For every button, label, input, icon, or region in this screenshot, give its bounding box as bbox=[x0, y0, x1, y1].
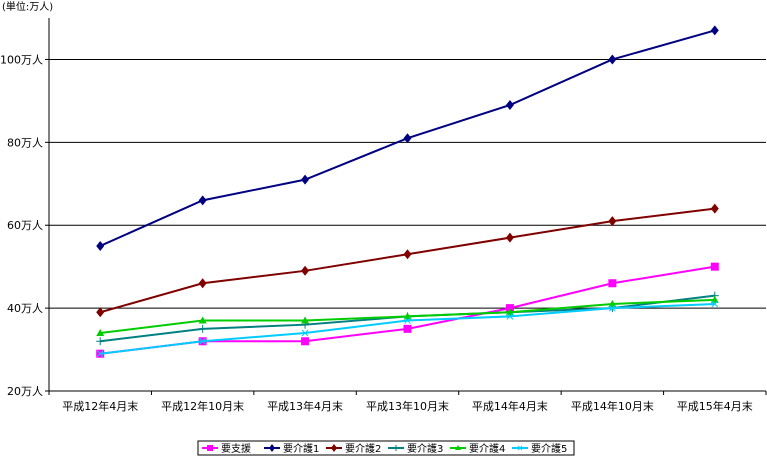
x-tick-label: 平成12年4月末 bbox=[62, 399, 138, 413]
legend-item: 要介護2 bbox=[326, 442, 381, 455]
x-tick-label: 平成12年10月末 bbox=[161, 399, 244, 413]
y-tick-label: 20万人 bbox=[7, 385, 43, 398]
data-point-stroke bbox=[96, 350, 104, 358]
data-point bbox=[403, 133, 412, 144]
data-point bbox=[710, 25, 719, 36]
data-point bbox=[517, 445, 523, 451]
series-6 bbox=[96, 300, 719, 358]
data-point bbox=[711, 300, 719, 308]
data-point-stroke bbox=[609, 304, 616, 312]
data-point bbox=[403, 249, 412, 260]
legend: 要支援 要介護1 要介護2 要介護3 要介護4 要介護5 bbox=[197, 440, 575, 456]
grid-lines bbox=[49, 58, 766, 309]
data-point-stroke bbox=[517, 445, 523, 451]
x-tick-label: 平成14年10月末 bbox=[571, 399, 654, 413]
data-point bbox=[198, 324, 207, 333]
y-tick-label: 40万人 bbox=[7, 302, 43, 315]
data-point bbox=[710, 262, 719, 271]
x-tick-label: 平成13年4月末 bbox=[267, 399, 343, 413]
data-point bbox=[609, 304, 616, 312]
data-point bbox=[505, 308, 514, 316]
data-point bbox=[710, 295, 719, 303]
data-point bbox=[403, 312, 412, 320]
data-point bbox=[404, 317, 411, 324]
data-point bbox=[710, 203, 719, 214]
y-tick-label: 60万人 bbox=[7, 219, 43, 232]
series-3 bbox=[96, 203, 719, 318]
data-point bbox=[96, 328, 105, 336]
x-tick-labels: 平成12年4月末 平成12年10月末 平成13年4月末 平成13年10月末 平成14年4… bbox=[62, 399, 753, 413]
data-point bbox=[505, 232, 514, 243]
data-point bbox=[393, 445, 399, 451]
legend-label: 要支援 bbox=[221, 442, 251, 455]
unit-label: (単位:万人) bbox=[2, 0, 53, 13]
axes bbox=[45, 18, 767, 395]
series-line bbox=[100, 265, 715, 355]
data-point bbox=[269, 444, 275, 452]
x-tick-label: 平成13年10月末 bbox=[366, 399, 449, 413]
x-tick-label: 平成14年4月末 bbox=[472, 399, 548, 413]
data-point bbox=[301, 329, 309, 337]
data-point bbox=[301, 316, 310, 324]
data-point bbox=[96, 307, 105, 318]
legend-item: 要支援 bbox=[202, 442, 251, 455]
data-point bbox=[301, 174, 310, 185]
data-point bbox=[505, 304, 514, 313]
data-point-stroke bbox=[404, 317, 411, 324]
data-point bbox=[301, 265, 310, 276]
series-5 bbox=[96, 295, 719, 336]
legend-item: 要介護4 bbox=[450, 442, 505, 455]
data-point bbox=[96, 337, 105, 346]
data-point-stroke bbox=[301, 329, 309, 337]
legend-label: 要介護4 bbox=[469, 442, 505, 455]
data-point bbox=[608, 279, 617, 288]
data-point bbox=[301, 337, 310, 346]
data-point bbox=[96, 350, 104, 358]
data-point bbox=[455, 445, 461, 450]
data-point bbox=[207, 445, 213, 451]
legend-item: 要介護5 bbox=[512, 442, 567, 455]
data-point bbox=[331, 444, 337, 452]
data-point-stroke bbox=[506, 313, 514, 320]
series-group bbox=[96, 25, 719, 358]
data-point bbox=[505, 100, 514, 111]
legend-item: 要介護3 bbox=[388, 442, 443, 455]
y-tick-label: 80万人 bbox=[7, 136, 43, 149]
legend-label: 要介護3 bbox=[407, 442, 443, 455]
y-tick-label: 100万人 bbox=[0, 53, 43, 66]
data-point bbox=[198, 316, 207, 324]
data-point bbox=[199, 337, 206, 345]
legend-label: 要介護1 bbox=[283, 442, 319, 455]
series-line bbox=[99, 207, 715, 314]
data-point-stroke bbox=[199, 337, 206, 345]
legend-label: 要介護2 bbox=[345, 442, 381, 455]
legend-label: 要介護5 bbox=[531, 442, 567, 455]
data-point bbox=[506, 313, 514, 320]
data-point bbox=[608, 299, 617, 307]
series-2 bbox=[96, 25, 719, 251]
data-point bbox=[198, 195, 207, 206]
data-point bbox=[608, 54, 617, 65]
data-point bbox=[403, 324, 412, 333]
data-point-stroke bbox=[711, 300, 719, 308]
y-tick-labels: 20万人 40万人 60万人 80万人 100万人 bbox=[0, 53, 43, 398]
data-point bbox=[198, 278, 207, 289]
data-point bbox=[96, 240, 105, 251]
legend-box bbox=[197, 440, 575, 456]
x-tick-label: 平成15年4月末 bbox=[677, 399, 753, 413]
data-point bbox=[608, 216, 617, 227]
legend-item: 要介護1 bbox=[264, 442, 319, 455]
